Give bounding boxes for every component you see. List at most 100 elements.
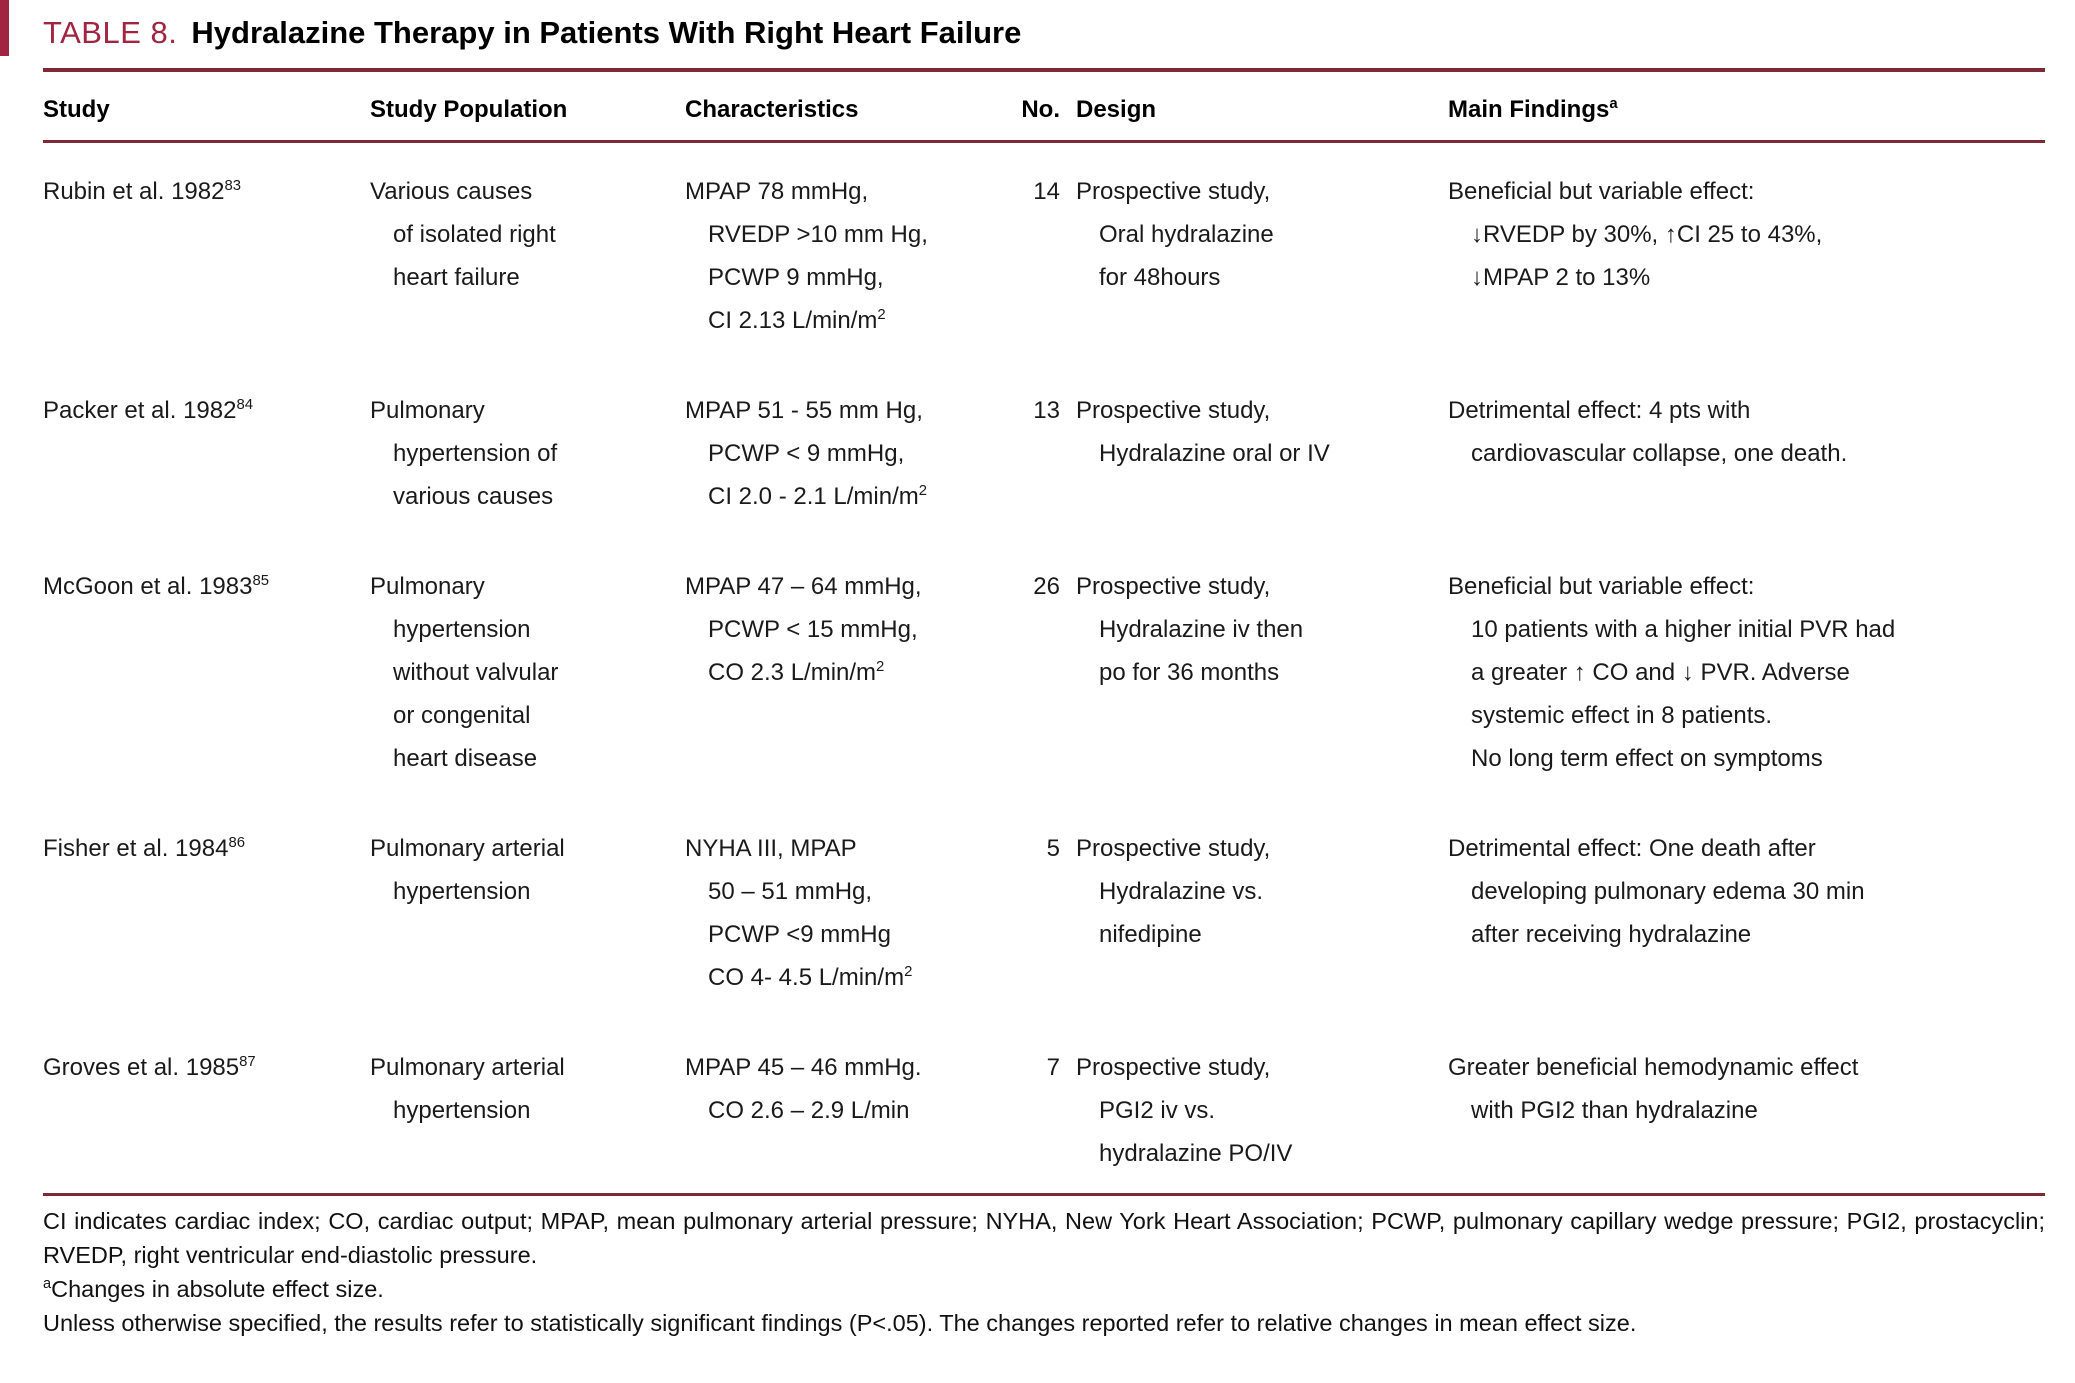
cell-characteristics: MPAP 78 mmHg, RVEDP >10 mm Hg, PCWP 9 mmHg… — [685, 170, 1018, 342]
cell-line: ↓MPAP 2 to 13% — [1471, 264, 1651, 291]
cell-study: Fisher et al. 198486 — [43, 827, 370, 999]
cell-line: MPAP 47 – 64 mmHg, — [685, 573, 922, 600]
cell-line: Beneficial but variable effect: — [1448, 573, 1755, 600]
cell-line: po for 36 months — [1099, 659, 1280, 686]
cell-line: 7 — [1046, 1054, 1060, 1081]
cell-line: heart disease — [393, 745, 538, 772]
footnote: Unless otherwise specified, the results … — [43, 1310, 1637, 1336]
cell-line: cardiovascular collapse, one death. — [1471, 440, 1848, 467]
cell-line: Packer et al. 198284 — [43, 397, 253, 424]
cell-line: Beneficial but variable effect: — [1448, 178, 1755, 205]
cell-line: McGoon et al. 198385 — [43, 573, 270, 600]
cell-line: 10 patients with a higher initial PVR ha… — [1471, 616, 1896, 643]
cell-line: a greater ↑ CO and ↓ PVR. Adverse — [1471, 659, 1850, 686]
cell-line: Prospective study, — [1076, 835, 1271, 862]
cell-line: ↓RVEDP by 30%, ↑CI 25 to 43%, — [1471, 221, 1823, 248]
cell-population: Pulmonary hypertension without valvular or … — [370, 565, 685, 780]
cell-line: Prospective study, — [1076, 397, 1271, 424]
cell-line: Groves et al. 198587 — [43, 1054, 256, 1081]
cell-line: Pulmonary arterial — [370, 1054, 565, 1081]
cell-line: Detrimental effect: One death after — [1448, 835, 1816, 862]
col-header-population: Study Population — [370, 96, 568, 123]
table-page: TABLE 8. Hydralazine Therapy in Patients… — [43, 10, 2045, 1336]
cell-line: Greater beneficial hemodynamic effect — [1448, 1054, 1859, 1081]
table-title: TABLE 8. Hydralazine Therapy in Patients… — [43, 10, 2045, 56]
table-title-text: Hydralazine Therapy in Patients With Rig… — [191, 15, 1022, 50]
cell-line: 26 — [1033, 573, 1060, 600]
cell-line: No long term effect on symptoms — [1471, 745, 1823, 772]
cell-line: without valvular — [393, 659, 559, 686]
cell-design: Prospective study, Hydralazine oral or IV — [1068, 389, 1448, 518]
cell-line: 14 — [1033, 178, 1060, 205]
cell-line: Pulmonary — [370, 573, 485, 600]
cell-findings: Greater beneficial hemodynamic effect wit… — [1448, 1046, 2045, 1175]
cell-findings: Detrimental effect: 4 pts with cardiovasc… — [1448, 389, 2045, 518]
cell-line: PCWP 9 mmHg, — [708, 264, 884, 291]
cell-line: 5 — [1046, 835, 1060, 862]
cell-characteristics: MPAP 47 – 64 mmHg, PCWP < 15 mmHg, CO 2.3 … — [685, 565, 1018, 780]
cell-line: hypertension of — [393, 440, 558, 467]
cell-line: CI 2.13 L/min/m2 — [708, 307, 886, 334]
cell-findings: Detrimental effect: One death after devel… — [1448, 827, 2045, 999]
table-number-label: TABLE 8. — [43, 15, 178, 50]
cell-study: Groves et al. 198587 — [43, 1046, 370, 1175]
footnote: aChanges in absolute effect size. — [43, 1276, 384, 1302]
cell-line: Prospective study, — [1076, 573, 1271, 600]
cell-line: various causes — [393, 483, 554, 510]
cell-line: nifedipine — [1099, 921, 1202, 948]
cell-line: PCWP < 15 mmHg, — [708, 616, 918, 643]
cell-line: Detrimental effect: 4 pts with — [1448, 397, 1751, 424]
cell-line: hypertension — [393, 616, 531, 643]
cell-line: Pulmonary arterial — [370, 835, 565, 862]
cell-population: Pulmonary arterial hypertension — [370, 1046, 685, 1175]
cell-line: hydralazine PO/IV — [1099, 1140, 1293, 1167]
col-header-no: No. — [1021, 96, 1060, 123]
col-header-design: Design — [1076, 96, 1157, 123]
cell-line: PCWP <9 mmHg — [708, 921, 891, 948]
rule-top — [43, 68, 2045, 72]
cell-line: or congenital — [393, 702, 531, 729]
col-header-findings: Main Findingsa — [1448, 96, 1618, 123]
cell-line: MPAP 45 – 46 mmHg. — [685, 1054, 922, 1081]
corner-mark — [0, 0, 9, 56]
cell-line: Fisher et al. 198486 — [43, 835, 245, 862]
cell-line: with PGI2 than hydralazine — [1471, 1097, 1758, 1124]
cell-line: of isolated right — [393, 221, 556, 248]
cell-line: Hydralazine oral or IV — [1099, 440, 1330, 467]
cell-no: 7 — [1018, 1046, 1068, 1175]
cell-line: Pulmonary — [370, 397, 485, 424]
cell-no: 14 — [1018, 170, 1068, 342]
cell-line: Hydralazine vs. — [1099, 878, 1264, 905]
cell-line: PGI2 iv vs. — [1099, 1097, 1216, 1124]
cell-characteristics: MPAP 51 - 55 mm Hg, PCWP < 9 mmHg, CI 2.0 … — [685, 389, 1018, 518]
cell-line: hypertension — [393, 1097, 531, 1124]
cell-population: Various causes of isolated right heart fai… — [370, 170, 685, 342]
cell-line: after receiving hydralazine — [1471, 921, 1752, 948]
col-header-study: Study — [43, 96, 110, 123]
cell-line: CO 4- 4.5 L/min/m2 — [708, 964, 913, 991]
cell-line: PCWP < 9 mmHg, — [708, 440, 905, 467]
col-header-characteristics: Characteristics — [685, 96, 859, 123]
cell-line: Prospective study, — [1076, 1054, 1271, 1081]
cell-study: McGoon et al. 198385 — [43, 565, 370, 780]
table-header-row: Study Study Population Characteristics No. D… — [43, 72, 2045, 140]
cell-characteristics: NYHA III, MPAP 50 – 51 mmHg, PCWP <9 mmHg C… — [685, 827, 1018, 999]
cell-no: 26 — [1018, 565, 1068, 780]
cell-line: CO 2.3 L/min/m2 — [708, 659, 885, 686]
cell-study: Rubin et al. 198283 — [43, 170, 370, 342]
cell-population: Pulmonary hypertension of various causes — [370, 389, 685, 518]
cell-line: systemic effect in 8 patients. — [1471, 702, 1773, 729]
cell-no: 5 — [1018, 827, 1068, 999]
cell-findings: Beneficial but variable effect: ↓RVEDP by… — [1448, 170, 2045, 342]
cell-line: MPAP 51 - 55 mm Hg, — [685, 397, 923, 424]
cell-line: RVEDP >10 mm Hg, — [708, 221, 928, 248]
cell-line: Various causes — [370, 178, 533, 205]
table-body: Rubin et al. 198283 Various causes of isol… — [43, 143, 2045, 1193]
cell-line: 13 — [1033, 397, 1060, 424]
cell-study: Packer et al. 198284 — [43, 389, 370, 518]
cell-line: Rubin et al. 198283 — [43, 178, 242, 205]
cell-line: Oral hydralazine — [1099, 221, 1274, 248]
cell-line: developing pulmonary edema 30 min — [1471, 878, 1865, 905]
cell-line: 50 – 51 mmHg, — [708, 878, 873, 905]
